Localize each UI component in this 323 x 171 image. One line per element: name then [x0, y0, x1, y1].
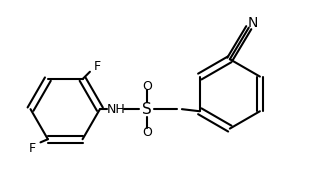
Text: NH: NH	[106, 103, 125, 116]
Text: O: O	[142, 126, 152, 139]
Text: S: S	[142, 102, 152, 117]
Text: N: N	[248, 16, 258, 30]
Text: F: F	[28, 142, 36, 155]
Text: O: O	[142, 80, 152, 93]
Text: F: F	[94, 60, 101, 73]
